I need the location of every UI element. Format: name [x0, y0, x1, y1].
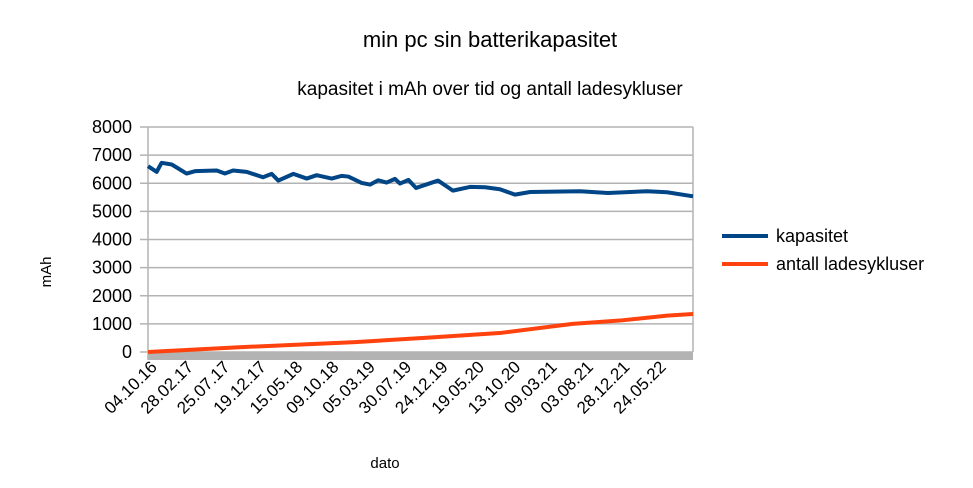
y-tick-label: 0 — [122, 342, 132, 362]
x-axis-label: dato — [370, 455, 399, 472]
chart-subtitle: kapasitet i mAh over tid og antall lades… — [297, 79, 683, 100]
legend-label: antall ladesykluser — [776, 254, 924, 274]
y-tick-label: 6000 — [92, 173, 132, 193]
series-line-1 — [147, 311, 694, 354]
y-tick-label: 8000 — [92, 117, 132, 137]
y-tick-label: 7000 — [92, 145, 132, 165]
y-axis-label: mAh — [38, 257, 55, 288]
y-tick-label: 1000 — [92, 314, 132, 334]
y-tick-label: 3000 — [92, 258, 132, 278]
plot-floor — [148, 352, 693, 360]
legend-label: kapasitet — [776, 226, 848, 246]
chart-title: min pc sin batterikapasitet — [363, 27, 617, 52]
y-tick-label: 5000 — [92, 201, 132, 221]
series-line-0 — [146, 160, 694, 199]
y-tick-label: 4000 — [92, 230, 132, 250]
y-tick-label: 2000 — [92, 286, 132, 306]
